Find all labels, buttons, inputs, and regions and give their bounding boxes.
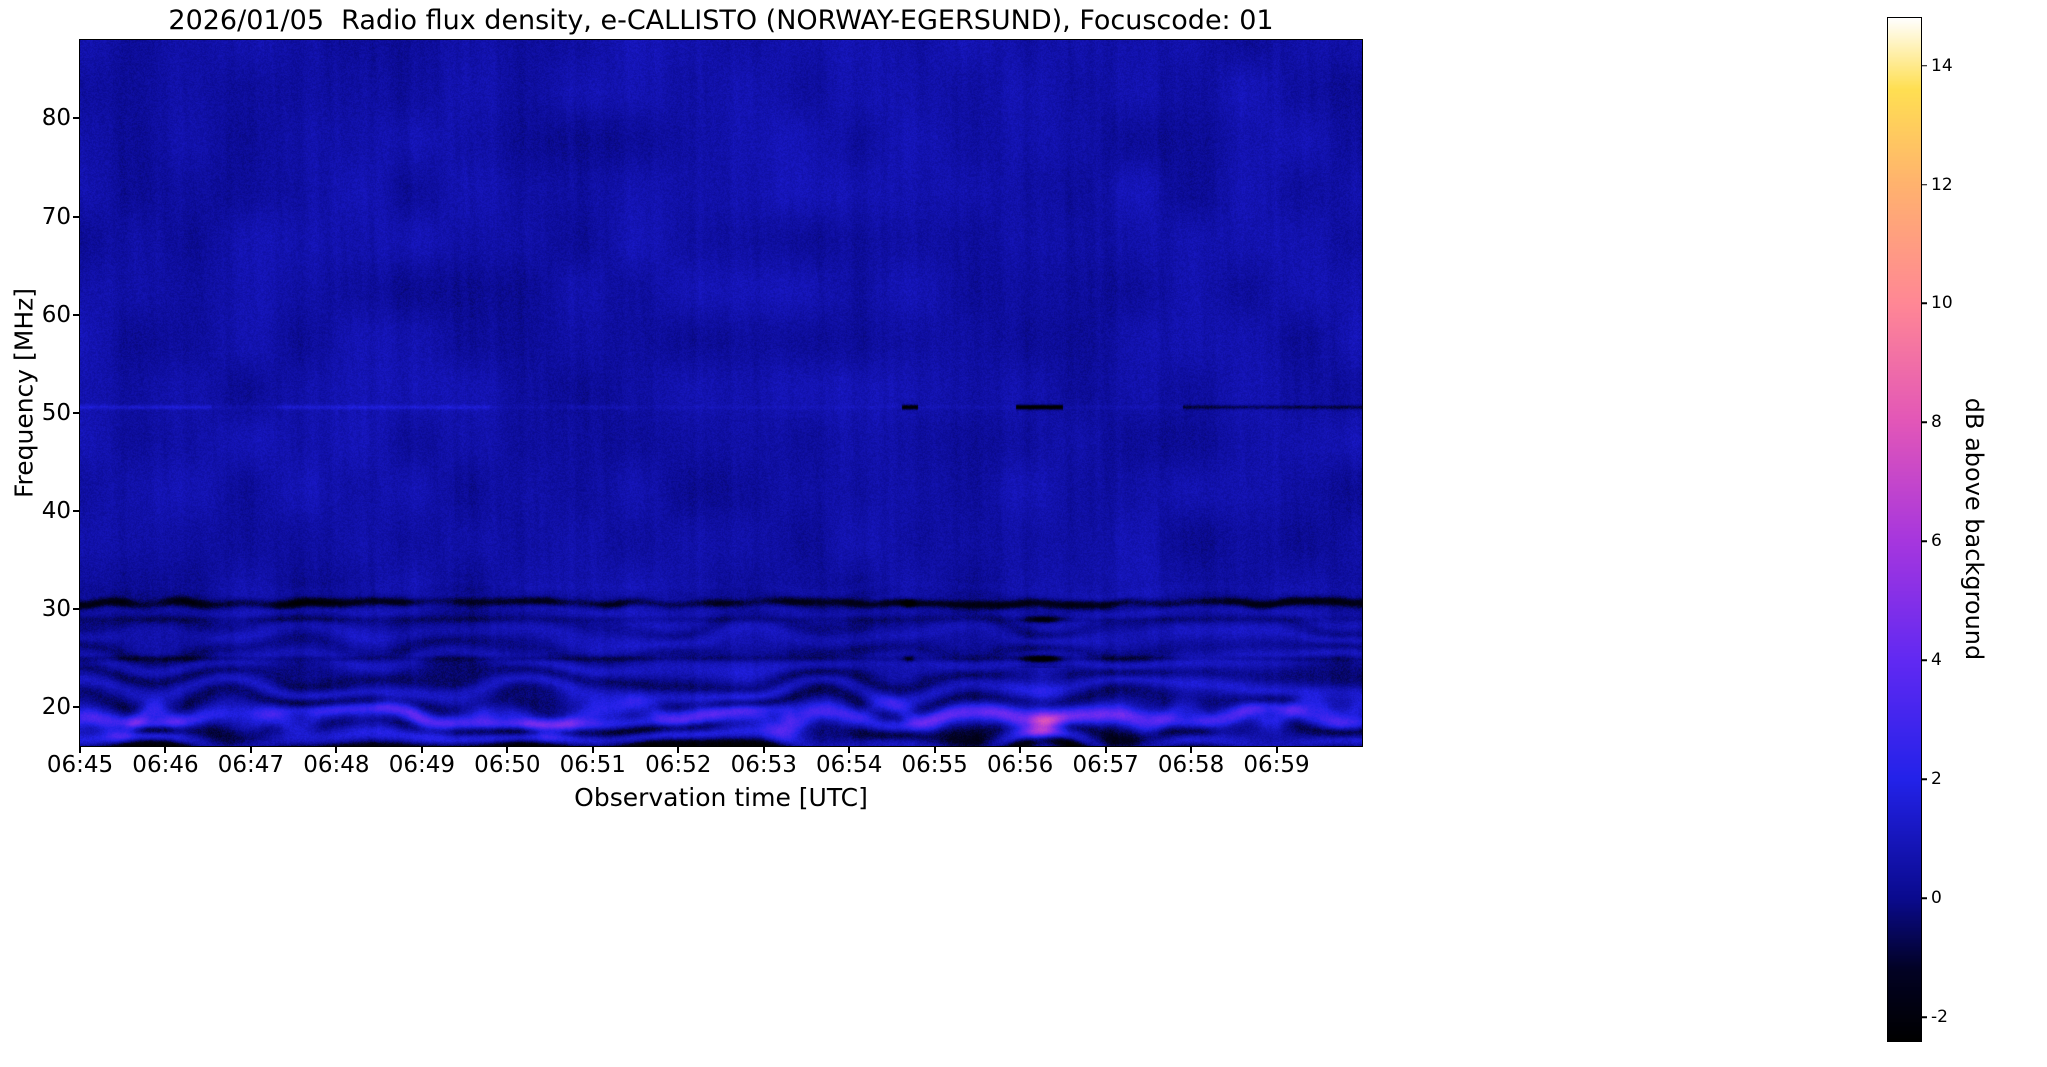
x-tick-label: 06:45 xyxy=(46,752,114,778)
y-tick-label: 70 xyxy=(41,203,71,230)
x-tick-label: 06:50 xyxy=(474,752,541,778)
x-tick-mark xyxy=(249,746,252,753)
x-tick-mark xyxy=(762,746,765,753)
colorbar-tick-mark xyxy=(1921,183,1927,186)
colorbar-tick-label: -2 xyxy=(1931,1007,1948,1028)
x-tick-label: 06:49 xyxy=(388,752,456,778)
colorbar-tick-mark xyxy=(1921,778,1927,781)
y-tick-mark xyxy=(73,313,80,316)
y-tick-label: 30 xyxy=(41,595,71,622)
colorbar-tick-mark xyxy=(1921,540,1927,543)
x-tick-label: 06:52 xyxy=(645,752,712,778)
x-axis-label: Observation time [UTC] xyxy=(574,783,868,812)
y-tick-label: 20 xyxy=(41,693,71,720)
chart-title: 2026/01/05 Radio flux density, e-CALLIST… xyxy=(168,5,1274,36)
x-tick-mark xyxy=(79,746,81,753)
y-tick-label: 60 xyxy=(41,301,71,328)
x-tick-mark xyxy=(1104,746,1107,753)
colorbar-tick-label: 10 xyxy=(1931,293,1953,314)
y-tick-label: 40 xyxy=(41,497,71,524)
x-tick-mark xyxy=(677,746,680,753)
x-tick-label: 06:56 xyxy=(986,752,1054,778)
x-tick-mark xyxy=(1190,746,1193,753)
colorbar-tick-label: 2 xyxy=(1931,769,1942,790)
x-tick-mark xyxy=(933,746,936,753)
x-tick-label: 06:53 xyxy=(730,752,797,778)
y-tick-mark xyxy=(73,215,80,218)
x-tick-label: 06:58 xyxy=(1157,752,1225,778)
colorbar-tick-mark xyxy=(1921,421,1927,424)
x-tick-label: 06:54 xyxy=(816,752,883,778)
colorbar-tick-mark xyxy=(1921,897,1927,899)
x-tick-mark xyxy=(848,746,851,753)
y-tick-mark xyxy=(73,607,80,610)
colorbar-tick-mark xyxy=(1921,302,1927,305)
colorbar-label: dB above background xyxy=(1960,397,1988,661)
colorbar-tick-label: 12 xyxy=(1931,174,1953,195)
x-tick-mark xyxy=(506,746,509,753)
colorbar-tick-mark xyxy=(1921,64,1927,67)
colorbar-tick-label: 8 xyxy=(1931,412,1942,433)
colorbar-tick-mark xyxy=(1921,1016,1927,1018)
colorbar-gradient xyxy=(1887,17,1922,1042)
spectrogram-canvas xyxy=(79,39,1363,747)
x-tick-label: 06:59 xyxy=(1243,752,1310,778)
colorbar-tick-label: 14 xyxy=(1931,55,1953,76)
x-tick-mark xyxy=(335,746,338,753)
colorbar-tick-label: 6 xyxy=(1931,531,1942,552)
x-tick-label: 06:55 xyxy=(901,752,968,778)
y-tick-label: 80 xyxy=(41,105,71,132)
y-tick-mark xyxy=(73,411,80,414)
x-tick-mark xyxy=(164,746,167,753)
x-tick-mark xyxy=(1275,746,1278,753)
colorbar-tick-label: 4 xyxy=(1931,650,1942,671)
x-tick-label: 06:46 xyxy=(132,752,199,778)
x-tick-label: 06:51 xyxy=(559,752,626,778)
y-tick-mark xyxy=(73,509,80,512)
x-tick-label: 06:47 xyxy=(217,752,285,778)
colorbar-tick-mark xyxy=(1921,659,1927,662)
x-tick-mark xyxy=(1019,746,1022,753)
y-tick-label: 50 xyxy=(41,399,71,426)
x-tick-label: 06:57 xyxy=(1072,752,1139,778)
y-tick-mark xyxy=(73,705,80,708)
x-tick-mark xyxy=(591,746,594,753)
y-tick-mark xyxy=(73,117,80,120)
x-tick-mark xyxy=(420,746,423,753)
colorbar-tick-label: 0 xyxy=(1931,888,1942,909)
x-tick-label: 06:48 xyxy=(303,752,370,778)
